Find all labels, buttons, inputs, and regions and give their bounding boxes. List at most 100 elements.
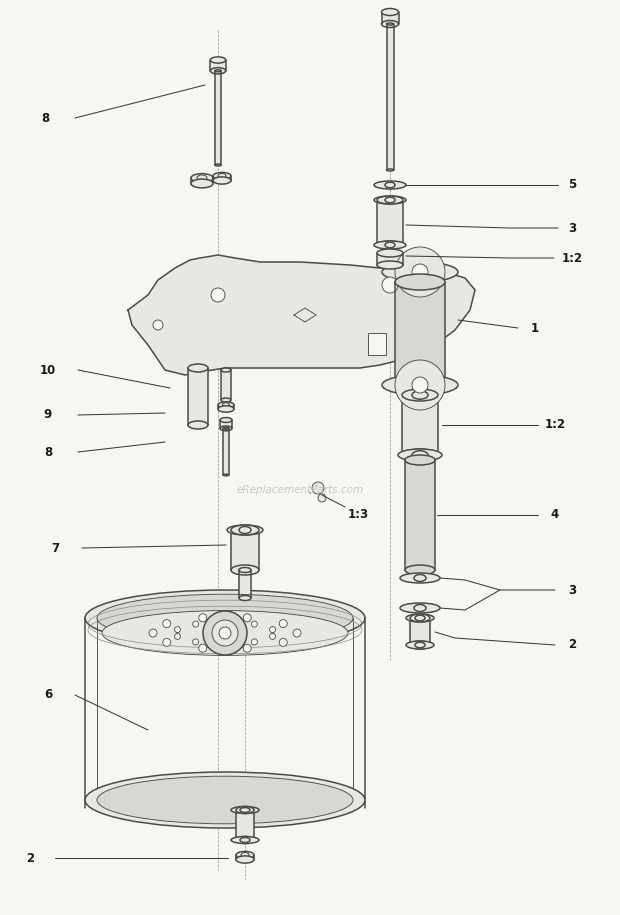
Bar xyxy=(215,70,221,165)
Ellipse shape xyxy=(223,427,229,429)
Ellipse shape xyxy=(221,368,231,372)
Ellipse shape xyxy=(210,68,226,74)
Text: eReplacementParts.com: eReplacementParts.com xyxy=(236,485,363,495)
Bar xyxy=(188,368,208,425)
Circle shape xyxy=(270,627,275,632)
Ellipse shape xyxy=(398,389,442,401)
Text: 7: 7 xyxy=(51,542,59,554)
Circle shape xyxy=(312,482,324,494)
Circle shape xyxy=(395,247,445,297)
Ellipse shape xyxy=(385,198,395,203)
Bar xyxy=(239,570,251,598)
Ellipse shape xyxy=(240,808,250,813)
Ellipse shape xyxy=(405,565,435,575)
Ellipse shape xyxy=(412,451,428,459)
Circle shape xyxy=(293,629,301,637)
Ellipse shape xyxy=(382,262,458,282)
Text: 1:2: 1:2 xyxy=(562,252,583,264)
Ellipse shape xyxy=(386,169,394,171)
Text: 3: 3 xyxy=(568,221,576,234)
Bar xyxy=(410,618,430,645)
Circle shape xyxy=(243,644,251,652)
Ellipse shape xyxy=(239,567,251,573)
Ellipse shape xyxy=(220,417,232,423)
Ellipse shape xyxy=(97,594,353,641)
Text: 1: 1 xyxy=(531,321,539,335)
Bar xyxy=(210,60,226,70)
Text: 10: 10 xyxy=(40,363,56,376)
Circle shape xyxy=(199,614,206,622)
Ellipse shape xyxy=(395,377,445,393)
Bar xyxy=(377,253,403,265)
Bar xyxy=(386,24,394,170)
Ellipse shape xyxy=(415,642,425,648)
Ellipse shape xyxy=(400,573,440,583)
Circle shape xyxy=(212,620,238,646)
Ellipse shape xyxy=(406,614,434,622)
Bar xyxy=(395,282,445,385)
Ellipse shape xyxy=(85,772,365,828)
Ellipse shape xyxy=(412,391,428,399)
Ellipse shape xyxy=(188,421,208,429)
Ellipse shape xyxy=(213,177,231,184)
Text: 8: 8 xyxy=(41,112,49,124)
Ellipse shape xyxy=(215,164,221,166)
Circle shape xyxy=(211,288,225,302)
Circle shape xyxy=(412,377,428,393)
Ellipse shape xyxy=(236,836,254,844)
Ellipse shape xyxy=(385,242,395,248)
Ellipse shape xyxy=(377,241,403,249)
Ellipse shape xyxy=(385,182,395,188)
Circle shape xyxy=(219,627,231,639)
Bar xyxy=(221,370,231,400)
Ellipse shape xyxy=(188,364,208,372)
Ellipse shape xyxy=(374,241,406,249)
Ellipse shape xyxy=(406,641,434,649)
Text: 5: 5 xyxy=(568,178,576,191)
Ellipse shape xyxy=(400,603,440,613)
Ellipse shape xyxy=(398,449,442,461)
Ellipse shape xyxy=(239,596,251,600)
Ellipse shape xyxy=(377,261,403,269)
Circle shape xyxy=(395,360,445,410)
Text: 6: 6 xyxy=(44,688,52,702)
Circle shape xyxy=(193,621,198,627)
Circle shape xyxy=(153,320,163,330)
Ellipse shape xyxy=(381,8,399,16)
Ellipse shape xyxy=(402,389,438,401)
Circle shape xyxy=(174,633,180,640)
Ellipse shape xyxy=(227,525,263,535)
Ellipse shape xyxy=(236,851,254,858)
Ellipse shape xyxy=(382,375,458,395)
Ellipse shape xyxy=(210,57,226,63)
Ellipse shape xyxy=(410,614,430,622)
Ellipse shape xyxy=(220,426,232,431)
Text: 8: 8 xyxy=(44,446,52,458)
Ellipse shape xyxy=(215,70,221,71)
Ellipse shape xyxy=(223,474,229,476)
Circle shape xyxy=(222,641,228,647)
Ellipse shape xyxy=(191,179,213,188)
Ellipse shape xyxy=(231,565,259,575)
Ellipse shape xyxy=(402,449,438,461)
Circle shape xyxy=(251,621,257,627)
Ellipse shape xyxy=(381,20,399,27)
Text: 2: 2 xyxy=(568,639,576,651)
Text: 1:3: 1:3 xyxy=(347,509,368,522)
Ellipse shape xyxy=(414,605,426,611)
Text: 3: 3 xyxy=(568,584,576,597)
Ellipse shape xyxy=(405,455,435,465)
Circle shape xyxy=(193,639,198,645)
Ellipse shape xyxy=(377,249,403,257)
Text: 9: 9 xyxy=(44,408,52,422)
Circle shape xyxy=(163,639,170,646)
Text: 2: 2 xyxy=(26,852,34,865)
Circle shape xyxy=(382,277,398,293)
Circle shape xyxy=(149,629,157,637)
Ellipse shape xyxy=(239,526,251,533)
Ellipse shape xyxy=(374,181,406,189)
Circle shape xyxy=(318,494,326,502)
Ellipse shape xyxy=(240,837,250,843)
Ellipse shape xyxy=(218,402,234,408)
Ellipse shape xyxy=(102,610,348,655)
